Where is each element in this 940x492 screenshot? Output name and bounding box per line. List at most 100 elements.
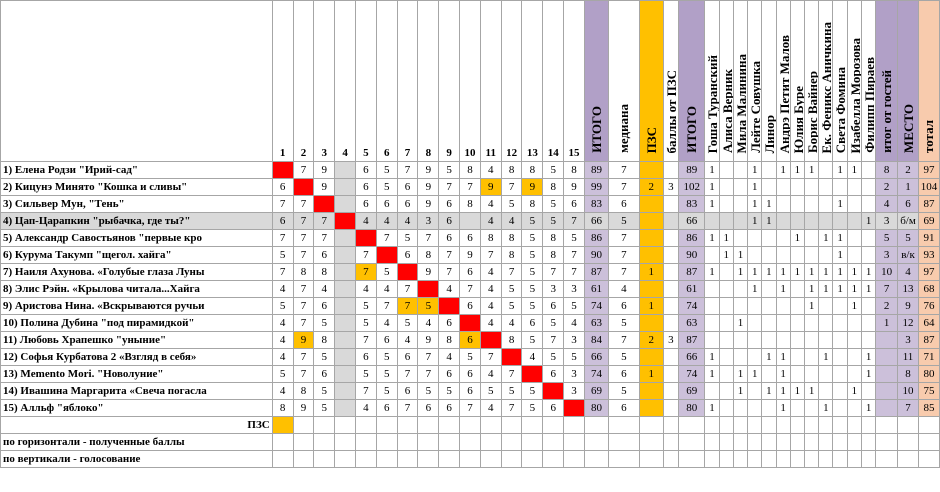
itogo-cell[interactable]: 69 xyxy=(583,382,610,400)
vote-cell[interactable]: 1 xyxy=(832,195,848,213)
score-cell[interactable]: 4 xyxy=(271,314,294,332)
empty-cell[interactable] xyxy=(459,416,481,434)
score-cell[interactable]: 7 xyxy=(417,348,440,366)
vote-cell[interactable] xyxy=(860,229,877,247)
empty-cell[interactable] xyxy=(678,416,706,434)
vote-cell[interactable] xyxy=(860,331,877,349)
mediana-header[interactable]: медиана xyxy=(608,0,640,162)
score-cell[interactable]: 5 xyxy=(521,280,544,298)
score-cell[interactable]: 5 xyxy=(313,314,336,332)
score-cell[interactable]: 5 xyxy=(542,212,565,230)
mesto-header[interactable]: МЕСТО xyxy=(897,0,919,162)
empty-cell[interactable] xyxy=(521,450,544,468)
score-cell[interactable]: 6 xyxy=(459,297,481,315)
round-header-8[interactable]: 8 xyxy=(417,0,440,162)
mediana-cell[interactable]: 7 xyxy=(608,263,640,281)
itogo2-cell[interactable]: 61 xyxy=(678,280,706,298)
vote-cell[interactable]: 1 xyxy=(747,365,763,383)
vote-cell[interactable] xyxy=(832,212,848,230)
total-cell[interactable]: 80 xyxy=(917,365,940,383)
vote-cell[interactable] xyxy=(718,331,734,349)
empty-cell[interactable] xyxy=(417,433,440,451)
score-cell[interactable]: 4 xyxy=(479,280,502,298)
mesto-cell[interactable]: 8 xyxy=(897,365,919,383)
entry-name[interactable]: 15) Алльф "яблоко" xyxy=(0,399,273,417)
vote-cell[interactable] xyxy=(718,195,734,213)
mesto-cell[interactable]: 5 xyxy=(897,229,919,247)
score-cell[interactable]: 4 xyxy=(396,212,419,230)
vote-cell[interactable]: 1 xyxy=(832,280,848,298)
score-cell[interactable]: 7 xyxy=(292,229,315,247)
vote-cell[interactable] xyxy=(804,195,820,213)
score-cell[interactable]: 6 xyxy=(354,195,377,213)
mediana-cell[interactable]: 7 xyxy=(608,246,640,264)
score-cell[interactable]: 4 xyxy=(563,314,585,332)
score-cell[interactable]: 3 xyxy=(563,331,585,349)
score-cell[interactable]: 5 xyxy=(354,365,377,383)
vote-cell[interactable] xyxy=(804,399,820,417)
vote-cell[interactable] xyxy=(747,399,763,417)
score-cell[interactable]: 7 xyxy=(354,382,377,400)
empty-cell[interactable] xyxy=(897,450,919,468)
score-cell[interactable]: 5 xyxy=(375,263,398,281)
vote-cell[interactable]: 1 xyxy=(789,161,806,179)
vote-cell[interactable]: 1 xyxy=(846,382,862,400)
empty-cell[interactable] xyxy=(704,416,720,434)
vote-cell[interactable] xyxy=(775,314,791,332)
voter-header-2[interactable]: Алиса Верник xyxy=(718,0,734,162)
score-cell[interactable]: 6 xyxy=(438,399,461,417)
score-cell[interactable]: 7 xyxy=(292,348,315,366)
itog-gost-cell[interactable]: 1 xyxy=(875,314,899,332)
vote-cell[interactable] xyxy=(818,161,834,179)
vote-cell[interactable] xyxy=(704,280,720,298)
score-cell[interactable]: 6 xyxy=(313,297,336,315)
score-cell[interactable]: 6 xyxy=(521,314,544,332)
score-cell[interactable] xyxy=(396,263,419,281)
empty-cell[interactable] xyxy=(638,450,664,468)
vote-cell[interactable]: 1 xyxy=(732,382,749,400)
score-cell[interactable]: 6 xyxy=(563,195,585,213)
bally-cell[interactable]: 3 xyxy=(662,178,680,196)
round-header-14[interactable]: 14 xyxy=(542,0,565,162)
itog-gost-cell[interactable]: 4 xyxy=(875,195,899,213)
score-cell[interactable]: 7 xyxy=(313,229,336,247)
vote-cell[interactable]: 1 xyxy=(860,280,877,298)
empty-cell[interactable] xyxy=(747,450,763,468)
itogo-cell[interactable]: 83 xyxy=(583,195,610,213)
vote-cell[interactable] xyxy=(732,161,749,179)
vote-cell[interactable] xyxy=(775,178,791,196)
score-cell[interactable]: 7 xyxy=(354,263,377,281)
score-cell[interactable]: 7 xyxy=(396,280,419,298)
score-cell[interactable] xyxy=(334,229,356,247)
score-cell[interactable]: 5 xyxy=(313,399,336,417)
empty-cell[interactable] xyxy=(375,433,398,451)
empty-cell[interactable] xyxy=(732,416,749,434)
total-cell[interactable]: 71 xyxy=(917,348,940,366)
empty-cell[interactable] xyxy=(271,416,294,434)
vote-cell[interactable] xyxy=(860,178,877,196)
score-cell[interactable]: 4 xyxy=(271,331,294,349)
vote-cell[interactable] xyxy=(846,212,862,230)
entry-name[interactable]: 8) Элис Рэйн. «Крылова читала...Хайга xyxy=(0,280,273,298)
empty-cell[interactable] xyxy=(313,450,336,468)
bally-cell[interactable] xyxy=(662,314,680,332)
score-cell[interactable]: 5 xyxy=(375,382,398,400)
vote-cell[interactable]: 1 xyxy=(818,399,834,417)
score-cell[interactable]: 6 xyxy=(354,348,377,366)
score-cell[interactable]: 8 xyxy=(459,195,481,213)
empty-cell[interactable] xyxy=(846,433,862,451)
vote-cell[interactable] xyxy=(818,331,834,349)
round-header-15[interactable]: 15 xyxy=(563,0,585,162)
score-cell[interactable]: 7 xyxy=(292,246,315,264)
score-cell[interactable]: 4 xyxy=(479,161,502,179)
vote-cell[interactable] xyxy=(747,246,763,264)
itogo2-cell[interactable]: 83 xyxy=(678,195,706,213)
pzs-cell[interactable] xyxy=(638,348,664,366)
itogo-cell[interactable]: 84 xyxy=(583,331,610,349)
empty-cell[interactable] xyxy=(789,450,806,468)
vote-cell[interactable] xyxy=(832,314,848,332)
empty-cell[interactable] xyxy=(334,450,356,468)
vote-cell[interactable]: 1 xyxy=(761,195,777,213)
vote-cell[interactable] xyxy=(860,297,877,315)
empty-cell[interactable] xyxy=(678,450,706,468)
